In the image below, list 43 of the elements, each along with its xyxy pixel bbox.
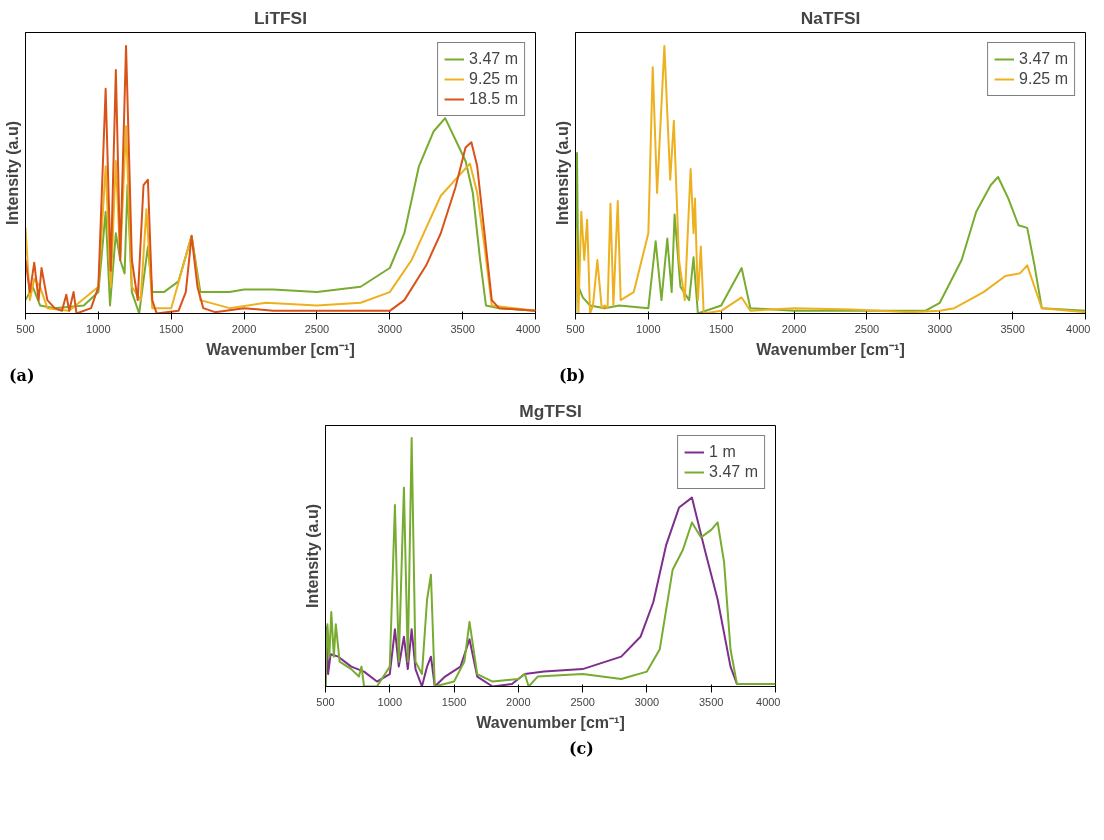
x-tick-label: 2000 xyxy=(506,695,531,708)
x-tick-label: 3000 xyxy=(927,322,953,335)
legend-label: 9.25 m xyxy=(1019,70,1068,88)
x-axis-title: Wavenumber [cm⁻¹] xyxy=(206,340,355,358)
x-tick-label: 1000 xyxy=(636,322,661,335)
y-axis-title: Intensity (a.u) xyxy=(3,120,21,225)
chart-title: MgTFSI xyxy=(519,400,582,421)
x-axis-title: Wavenumber [cm⁻¹] xyxy=(476,713,625,731)
legend-label: 1 m xyxy=(709,442,736,461)
chart-title: NaTFSI xyxy=(800,7,861,28)
legend-label: 9.25 m xyxy=(469,70,518,88)
x-tick-label: 1000 xyxy=(86,322,111,335)
x-tick-label: 2000 xyxy=(231,322,257,335)
x-tick-label: 2500 xyxy=(304,322,330,335)
x-tick-label: 4000 xyxy=(756,695,781,708)
chart-title: LiTFSI xyxy=(254,7,307,28)
x-tick-label: 2500 xyxy=(570,695,595,708)
x-tick-label: 3500 xyxy=(698,695,724,708)
x-tick-label: 4000 xyxy=(516,322,541,335)
legend-label: 3.47 m xyxy=(709,462,758,481)
text: (b) xyxy=(559,365,586,387)
x-tick-label: 3000 xyxy=(634,695,660,708)
legend-label: 3.47 m xyxy=(469,50,518,68)
x-tick-label: 1500 xyxy=(708,322,734,335)
x-tick-label: 500 xyxy=(16,322,35,335)
x-tick-label: 1000 xyxy=(377,695,403,708)
x-axis-title: Wavenumber [cm⁻¹] xyxy=(756,340,905,358)
legend-label: 18.5 m xyxy=(469,90,518,108)
x-tick-label: 1500 xyxy=(441,695,467,708)
x-tick-label: 3500 xyxy=(1000,322,1025,335)
legend-label: 3.47 m xyxy=(1019,50,1068,68)
x-tick-label: 3500 xyxy=(450,322,475,335)
text: (a) xyxy=(9,365,35,387)
x-tick-label: 4000 xyxy=(1066,322,1091,335)
y-axis-title: Intensity (a.u) xyxy=(303,503,321,608)
text: (c) xyxy=(569,737,594,760)
x-tick-label: 2000 xyxy=(781,322,807,335)
x-tick-label: 3000 xyxy=(377,322,403,335)
x-tick-label: 1500 xyxy=(158,322,184,335)
x-tick-label: 2500 xyxy=(854,322,880,335)
x-tick-label: 500 xyxy=(316,695,335,708)
x-tick-label: 500 xyxy=(566,322,585,335)
y-axis-title: Intensity (a.u) xyxy=(553,120,571,225)
